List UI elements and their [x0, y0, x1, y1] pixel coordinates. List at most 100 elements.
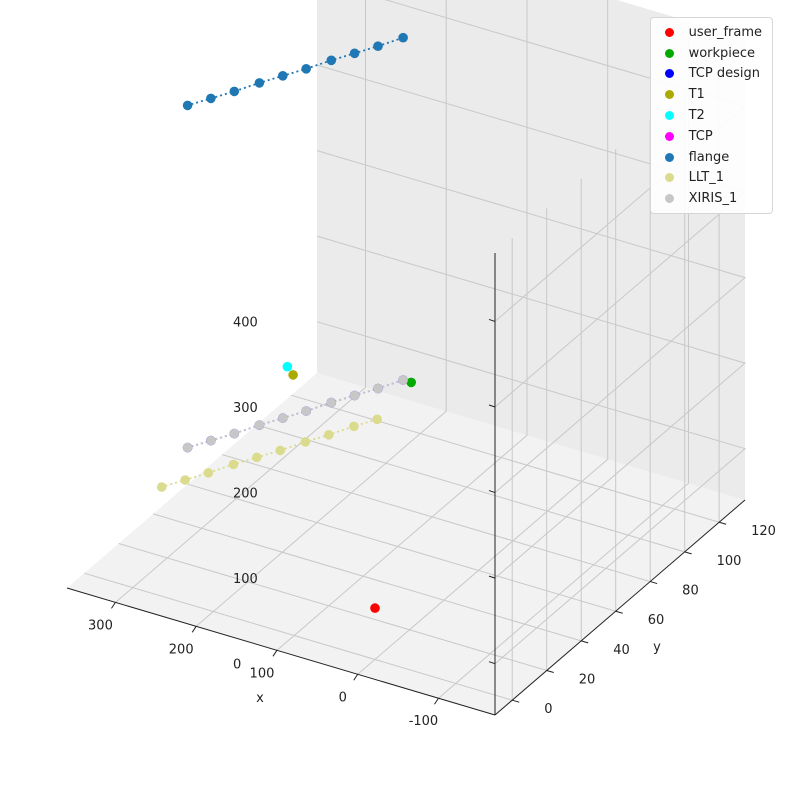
point-flange	[326, 55, 337, 66]
x-tick-mark	[272, 650, 278, 657]
z-tick-label: 400	[233, 315, 258, 330]
point-XIRIS_1	[254, 420, 265, 430]
point-flange	[278, 71, 288, 81]
z-tick-label: 100	[233, 572, 258, 587]
point-XIRIS_1	[206, 435, 216, 446]
legend-label: workpiece	[688, 45, 756, 61]
point-XIRIS_1	[373, 383, 383, 394]
x-tick-mark	[353, 673, 359, 681]
x-tick-label: 300	[88, 618, 113, 633]
tick-labels: -100 0 100 200 300 0 20 40 60 80 100 120 0 100 200 300 4…	[88, 315, 776, 729]
point-flange	[349, 48, 360, 59]
y-tick-mark	[650, 581, 658, 585]
legend-label: LLT_1	[688, 170, 725, 186]
legend-marker	[664, 69, 674, 79]
point-LLT_1	[300, 437, 311, 447]
z-tick-mark	[488, 318, 496, 322]
z-tick-mark	[488, 575, 496, 579]
y-tick-label: 40	[613, 643, 630, 658]
y-tick-label: 0	[544, 702, 552, 717]
point-XIRIS_1	[326, 397, 337, 408]
z-grid-line	[316, 321, 747, 665]
point-XIRIS_1	[182, 442, 193, 453]
legend-marker	[664, 111, 674, 121]
point-LLT_1	[180, 475, 190, 485]
point-user_frame	[370, 603, 380, 613]
y-axis-line	[494, 499, 746, 716]
z-tick-mark	[488, 404, 496, 408]
point-LLT_1	[156, 482, 167, 492]
x-tick-label: 0	[339, 690, 347, 705]
x-tick-label: -100	[409, 714, 439, 729]
legend-label: TCP	[688, 128, 713, 144]
point-LLT_1	[349, 421, 359, 432]
legend-item: TCP design	[659, 64, 762, 85]
y-tick-label: 120	[751, 524, 776, 539]
y-tick-mark	[684, 551, 692, 555]
axis-panes	[67, 0, 745, 715]
point-flange	[373, 41, 383, 51]
legend-item: T1	[659, 84, 762, 105]
legend-item: T2	[659, 105, 762, 126]
z-tick-label: 0	[233, 658, 241, 673]
point-LLT_1	[275, 445, 286, 456]
z-tick-label: 200	[233, 487, 258, 502]
x-tick-label: 200	[169, 642, 194, 657]
y-tick-mark	[512, 699, 520, 703]
point-XIRIS_1	[398, 375, 408, 385]
x-tick-mark	[111, 602, 116, 609]
legend-label: user_frame	[688, 24, 762, 40]
legend-item: user_frame	[659, 22, 762, 43]
legend: user_frame workpiece TCP design T1 T2 TCP flan…	[649, 17, 773, 215]
point-XIRIS_1	[349, 390, 360, 401]
legend-item: XIRIS_1	[659, 188, 762, 209]
legend-label: TCP design	[688, 66, 760, 82]
legend-marker	[664, 27, 674, 37]
legend-item: flange	[659, 147, 762, 168]
point-flange	[254, 78, 265, 88]
x-axis-label: x	[256, 691, 264, 706]
legend-marker	[664, 131, 674, 141]
legend-item: TCP	[659, 126, 762, 147]
point-flange	[229, 86, 240, 97]
point-XIRIS_1	[301, 406, 312, 416]
y-tick-label: 100	[717, 554, 742, 569]
legend-label: flange	[688, 149, 730, 165]
legend-item: LLT_1	[659, 168, 762, 189]
legend-item: workpiece	[659, 43, 762, 64]
point-workpiece	[406, 377, 417, 388]
z-tick-label: 300	[233, 401, 258, 416]
point-LLT_1	[203, 468, 214, 478]
legend-marker	[664, 90, 674, 100]
point-LLT_1	[372, 414, 383, 425]
x-tick-label: 100	[250, 666, 275, 681]
point-T1	[288, 370, 298, 380]
point-LLT_1	[252, 452, 262, 463]
legend-marker	[664, 152, 674, 162]
z-tick-mark	[488, 490, 496, 494]
legend-marker	[664, 194, 674, 204]
x-tick-mark	[191, 626, 197, 633]
y-tick-mark	[615, 610, 623, 614]
point-T2	[282, 361, 293, 372]
y-tick-mark	[719, 521, 727, 525]
y-tick-label: 60	[648, 613, 665, 628]
point-flange	[206, 93, 216, 104]
z-tick-mark	[488, 661, 496, 665]
side-wall-pane	[317, 0, 745, 500]
y-tick-label: 20	[579, 673, 596, 688]
legend-marker	[664, 48, 674, 58]
x-tick-mark	[434, 697, 439, 705]
y-tick-label: 80	[682, 584, 699, 599]
point-flange	[398, 32, 408, 43]
y-tick-mark	[581, 640, 589, 644]
y-tick-mark	[546, 670, 554, 673]
legend-label: XIRIS_1	[688, 191, 738, 207]
data-points	[156, 32, 417, 613]
legend-marker	[664, 173, 674, 183]
point-LLT_1	[324, 430, 334, 440]
point-flange	[301, 64, 312, 74]
x-axis-line	[66, 587, 496, 716]
point-LLT_1	[228, 459, 239, 470]
point-flange	[182, 100, 193, 111]
